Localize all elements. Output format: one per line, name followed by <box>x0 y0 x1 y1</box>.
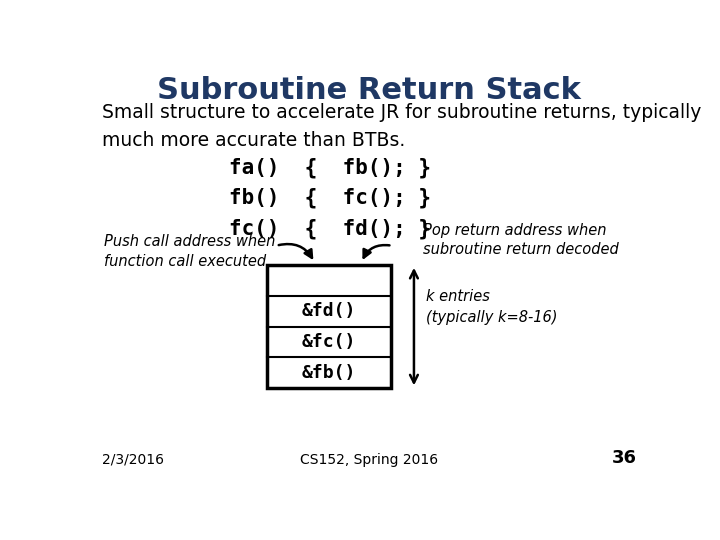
Text: Push call address when
function call executed: Push call address when function call exe… <box>104 234 275 269</box>
Bar <box>266 265 391 388</box>
Text: Pop return address when
subroutine return decoded: Pop return address when subroutine retur… <box>423 222 619 258</box>
Text: CS152, Spring 2016: CS152, Spring 2016 <box>300 453 438 467</box>
Text: 2/3/2016: 2/3/2016 <box>102 453 163 467</box>
Text: 36: 36 <box>611 449 636 467</box>
Text: fa()  {  fb(); }: fa() { fb(); } <box>229 157 431 178</box>
Text: fc()  {  fd(); }: fc() { fd(); } <box>229 219 431 239</box>
FancyArrowPatch shape <box>364 245 390 258</box>
Text: fb()  {  fc(); }: fb() { fc(); } <box>229 188 431 208</box>
Text: &fb(): &fb() <box>302 364 356 382</box>
Text: Subroutine Return Stack: Subroutine Return Stack <box>157 76 581 105</box>
Text: &fd(): &fd() <box>302 302 356 320</box>
FancyArrowPatch shape <box>279 244 312 258</box>
Text: &fc(): &fc() <box>302 333 356 351</box>
Text: k entries
(typically k=8-16): k entries (typically k=8-16) <box>426 289 557 325</box>
Text: Small structure to accelerate JR for subroutine returns, typically
much more acc: Small structure to accelerate JR for sub… <box>102 103 701 150</box>
